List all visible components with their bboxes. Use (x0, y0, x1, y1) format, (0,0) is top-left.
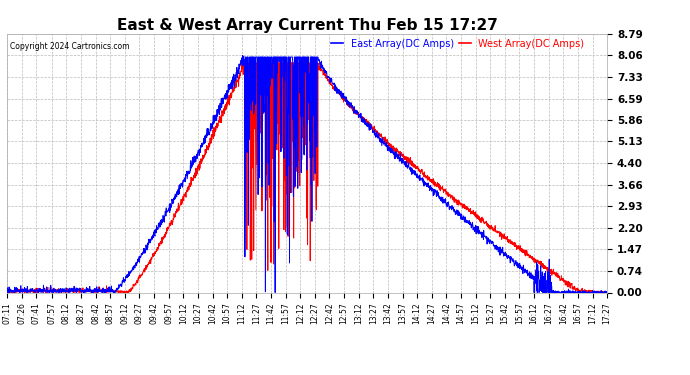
Title: East & West Array Current Thu Feb 15 17:27: East & West Array Current Thu Feb 15 17:… (117, 18, 497, 33)
Legend: East Array(DC Amps), West Array(DC Amps): East Array(DC Amps), West Array(DC Amps) (331, 39, 584, 49)
Text: Copyright 2024 Cartronics.com: Copyright 2024 Cartronics.com (10, 42, 130, 51)
